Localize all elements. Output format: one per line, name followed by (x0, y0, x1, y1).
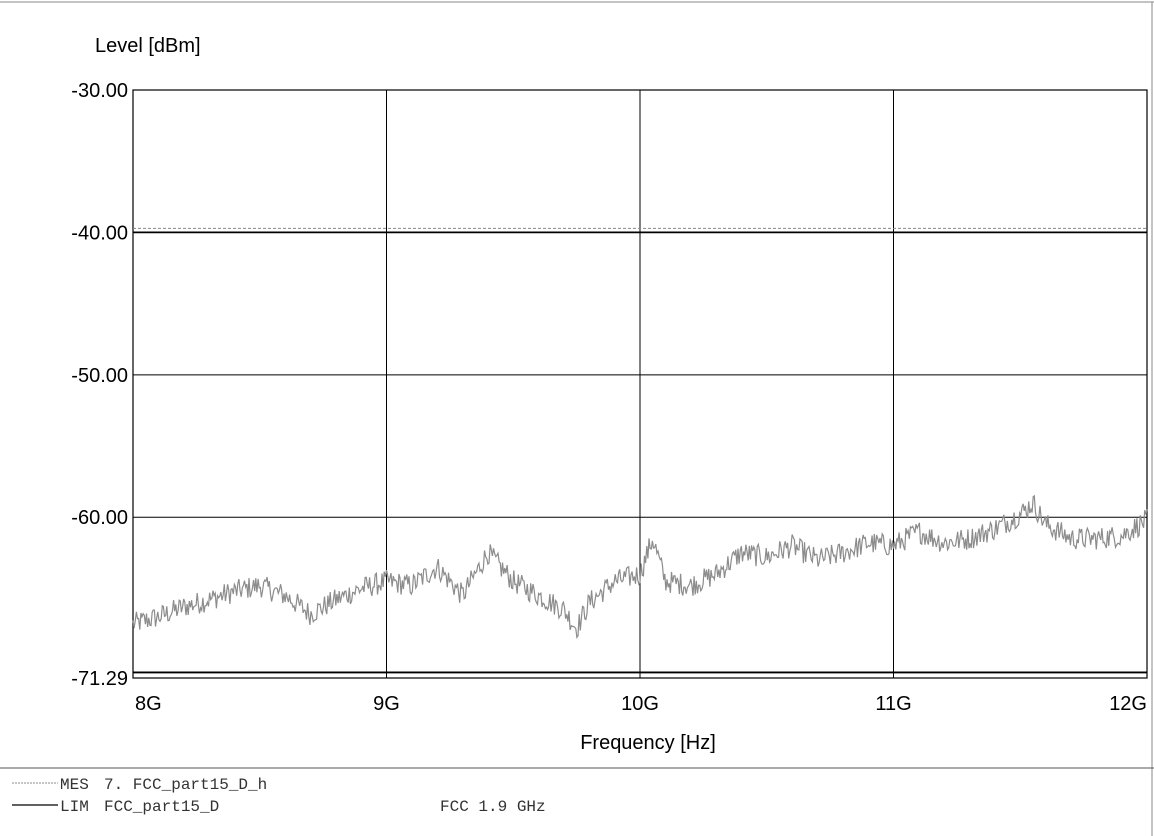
y-tick-label: -71.29 (71, 668, 128, 690)
plot-area (132, 89, 1148, 679)
x-tick-label: 11G (875, 693, 911, 715)
y-tick-label: -40.00 (71, 222, 128, 244)
x-tick-label: 8G (135, 693, 162, 715)
y-tick-label: -50.00 (71, 365, 128, 387)
legend-mes-text: 7. FCC_part15_D_h (104, 776, 267, 794)
legend-lim-code: LIM (60, 798, 89, 816)
x-tick-labels: 8G 9G 10G 11G 12G (135, 693, 1147, 715)
series-mes-line (132, 494, 1148, 640)
x-tick-label: 12G (1109, 693, 1147, 715)
y-tick-label: -60.00 (71, 507, 128, 529)
legend-lim-text: FCC_part15_D (104, 798, 219, 816)
y-tick-label: -30.00 (71, 80, 128, 102)
x-tick-label: 10G (621, 693, 659, 715)
legend-lim-extra: FCC 1.9 GHz (440, 798, 546, 816)
x-tick-label: 9G (373, 693, 400, 715)
x-axis-label: Frequency [Hz] (580, 732, 716, 754)
y-tick-labels: -30.00 -40.00 -50.00 -60.00 -71.29 (71, 80, 128, 690)
legend-mes-code: MES (60, 776, 89, 794)
y-axis-label: Level [dBm] (95, 35, 201, 57)
legend: MES 7. FCC_part15_D_h LIM FCC_part15_D F… (12, 776, 546, 816)
limit-lines (133, 227, 1147, 674)
